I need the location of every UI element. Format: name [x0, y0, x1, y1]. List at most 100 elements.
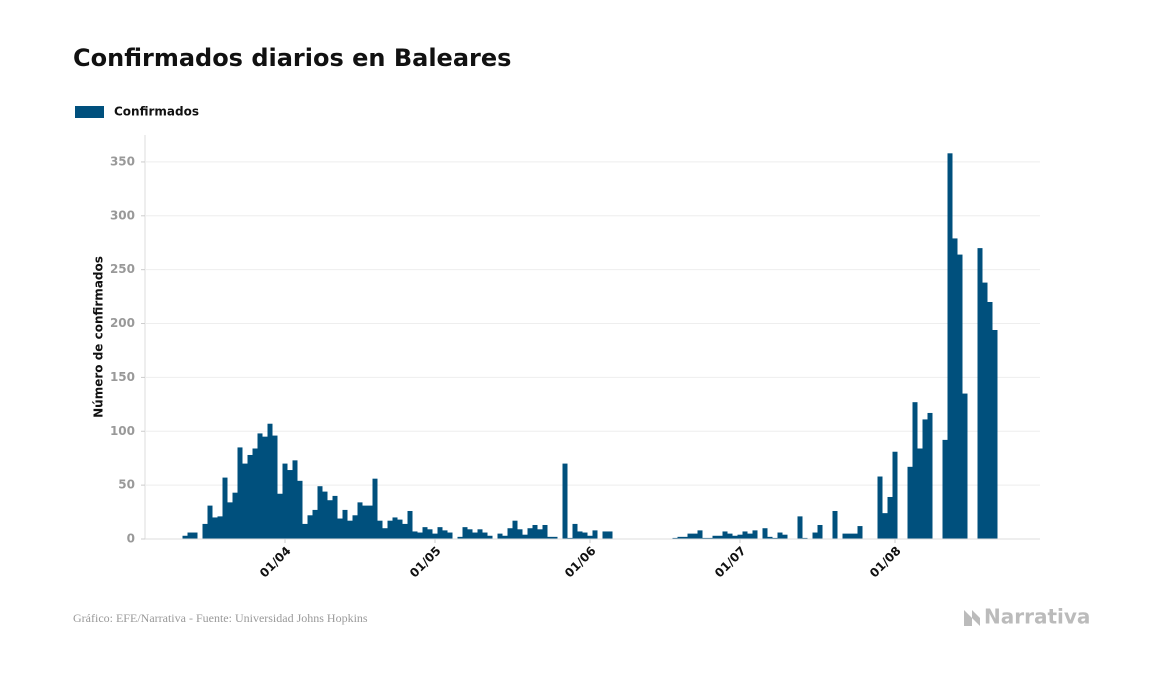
bar — [927, 412, 933, 539]
bar — [782, 534, 788, 539]
bar — [582, 532, 588, 539]
bar — [552, 536, 558, 539]
bar — [442, 530, 448, 539]
bar — [202, 523, 208, 539]
x-tick-label: 01/06 — [562, 544, 599, 581]
y-tick-label: 50 — [118, 478, 135, 492]
x-tick-label: 01/08 — [867, 544, 904, 581]
bar — [307, 515, 313, 539]
bar — [332, 495, 338, 539]
y-tick-label: 300 — [110, 208, 135, 222]
bar — [752, 530, 758, 539]
bar — [347, 520, 353, 539]
bar — [742, 531, 748, 539]
y-tick-label: 200 — [110, 316, 135, 330]
chart-title: Confirmados diarios en Baleares — [73, 44, 511, 72]
bar — [562, 463, 568, 539]
bar — [502, 535, 508, 539]
bar — [207, 505, 213, 539]
bar — [182, 535, 188, 539]
bar — [727, 533, 733, 539]
bar — [852, 533, 858, 539]
y-tick-label: 150 — [110, 370, 135, 384]
bar — [257, 433, 263, 539]
bar — [222, 477, 228, 539]
bar — [382, 528, 388, 539]
bar — [992, 329, 998, 539]
bar — [832, 510, 838, 539]
brand: Narrativa — [984, 605, 1090, 629]
bar — [702, 537, 708, 539]
bar — [882, 513, 888, 539]
x-tick-label: 01/07 — [712, 544, 749, 581]
bar — [947, 153, 953, 539]
bar — [512, 520, 518, 539]
bar — [692, 533, 698, 539]
bar — [247, 454, 253, 539]
bar — [672, 537, 678, 539]
bar — [272, 435, 278, 539]
bar — [522, 534, 528, 539]
y-tick-label: 250 — [110, 262, 135, 276]
bar — [392, 517, 398, 539]
bar — [687, 533, 693, 539]
bar — [462, 527, 468, 539]
bar — [267, 423, 273, 539]
bar — [367, 505, 373, 539]
bar — [982, 282, 988, 539]
bar — [607, 531, 613, 539]
bar — [717, 535, 723, 539]
bar — [217, 516, 223, 539]
bar — [262, 436, 268, 539]
bar — [977, 248, 983, 539]
bar — [357, 502, 363, 539]
bar — [772, 537, 778, 539]
bar — [767, 536, 773, 539]
bar — [957, 254, 963, 540]
bar — [397, 519, 403, 539]
legend-swatch — [75, 106, 104, 118]
bar — [697, 530, 703, 539]
bar — [317, 486, 323, 539]
bar — [342, 509, 348, 539]
bar — [187, 532, 193, 539]
bar — [942, 439, 948, 539]
bar — [447, 532, 453, 539]
bar — [542, 524, 548, 539]
bar — [857, 526, 863, 539]
bar — [517, 529, 523, 539]
bar — [337, 518, 343, 539]
bar — [322, 491, 328, 539]
bar — [297, 480, 303, 539]
bar — [387, 520, 393, 539]
bar — [232, 492, 238, 539]
legend-label: Confirmados — [114, 105, 199, 119]
bar — [817, 524, 823, 539]
bar — [847, 533, 853, 539]
bar — [892, 451, 898, 539]
bar — [432, 533, 438, 539]
y-axis-label: Número de confirmados — [92, 256, 106, 418]
bar — [677, 536, 683, 539]
bar — [227, 502, 233, 539]
bar — [457, 536, 463, 539]
bar — [477, 529, 483, 539]
bar — [287, 470, 293, 539]
bar — [712, 535, 718, 539]
bar — [747, 533, 753, 539]
bar — [572, 523, 578, 539]
bar — [592, 530, 598, 539]
bar — [277, 493, 283, 539]
bar — [312, 509, 318, 539]
bar — [547, 536, 553, 539]
bar — [912, 402, 918, 539]
brand-icon — [964, 610, 980, 626]
source: Gráfico: EFE/Narrativa - Fuente: Univers… — [73, 611, 368, 625]
bar — [482, 532, 488, 539]
bar — [467, 529, 473, 539]
bar — [877, 476, 883, 539]
bar — [577, 531, 583, 539]
bar — [242, 463, 248, 539]
bar — [407, 510, 413, 539]
